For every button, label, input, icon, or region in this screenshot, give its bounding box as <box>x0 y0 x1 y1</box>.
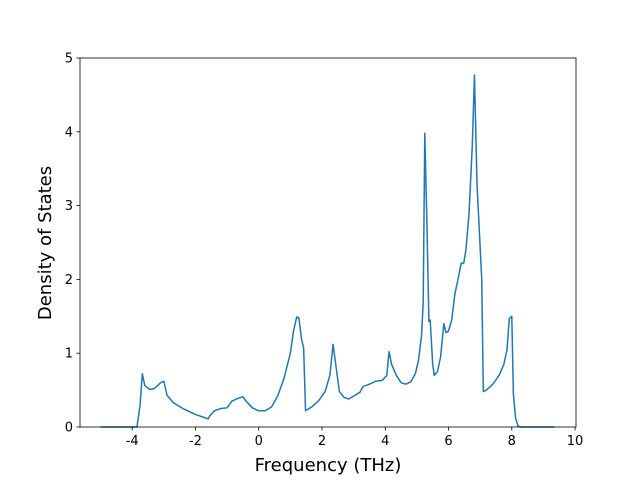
x-tick-label: 6 <box>444 434 452 449</box>
x-tick-label: 4 <box>381 434 389 449</box>
plot-frame <box>79 57 577 428</box>
y-tick-label: 5 <box>65 52 73 67</box>
y-tick-label: 0 <box>65 421 73 436</box>
data-line <box>100 74 555 428</box>
y-tick-label: 1 <box>65 347 73 362</box>
x-tick-label: 8 <box>508 434 516 449</box>
x-tick-label: 10 <box>567 434 584 449</box>
x-tick-label: -2 <box>189 434 202 449</box>
y-tick-label: 4 <box>65 125 73 140</box>
y-tick-label: 3 <box>65 199 73 214</box>
x-tick-label: -4 <box>126 434 139 449</box>
y-axis-label: Density of States <box>35 166 56 320</box>
y-tick-label: 2 <box>65 273 73 288</box>
x-axis-label: Frequency (THz) <box>255 455 402 476</box>
x-tick-label: 0 <box>255 434 263 449</box>
x-tick-label: 2 <box>318 434 326 449</box>
